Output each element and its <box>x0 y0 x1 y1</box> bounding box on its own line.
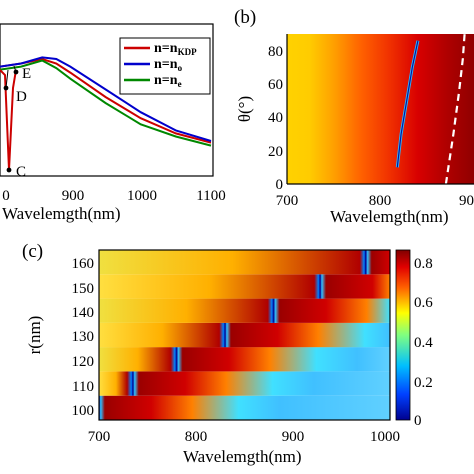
panel-b-ytick: 80 <box>268 44 283 60</box>
panel-c-colorbar-ticks: 0 0.2 0.4 0.6 0.8 <box>414 256 433 429</box>
panel-b: (b) 0 20 40 60 80 θ(°) 700 800 90 Wavele… <box>234 7 474 226</box>
legend-label: n=no <box>154 57 183 73</box>
heatmap-row-120 <box>99 347 390 372</box>
colorbar-tick: 0.2 <box>414 375 433 391</box>
heatmap-row-160 <box>99 250 390 275</box>
panel-c-xticks: 700 800 900 1000 <box>88 429 400 445</box>
point-label: D <box>16 89 27 105</box>
panel-c-xlabel: Wavelemgth(nm) <box>183 447 302 466</box>
heatmap-row-140 <box>99 298 390 323</box>
panel-c-xtick: 900 <box>282 429 305 445</box>
panel-c-axes <box>98 249 391 421</box>
panel-c-ylabel: r(nm) <box>25 316 44 355</box>
point-connector <box>5 65 17 89</box>
panel-b-yticks: 0 20 40 60 80 <box>268 44 283 193</box>
panel-a-xlabel: Wavelemgth(nm) <box>2 204 121 223</box>
panel-c-colorbar <box>395 249 411 421</box>
colorbar-tick: 0.8 <box>414 256 433 272</box>
panel-b-xtick: 90 <box>459 193 474 209</box>
panel-c-ytick: 130 <box>72 329 95 345</box>
panel-c-ytick: 120 <box>72 354 95 370</box>
heatmap-row-150 <box>99 274 390 299</box>
point-label: E <box>22 66 31 82</box>
panel-b-ytick: 40 <box>268 110 283 126</box>
series-line-1 <box>0 56 212 142</box>
panel-b-resonance-core <box>396 40 419 168</box>
colorbar-tick: 0.4 <box>414 335 433 351</box>
colorbar-tick: 0.6 <box>414 295 433 311</box>
panel-a-xtick: 1100 <box>196 188 225 204</box>
panel-c-ytick: 110 <box>72 379 94 395</box>
panel-a-xticks: 0 900 1000 1100 <box>2 188 225 204</box>
panel-c-xtick: 800 <box>185 429 208 445</box>
legend-label: n=ne <box>154 73 182 89</box>
panel-b-xlabel: Wavelemgth(nm) <box>330 207 449 226</box>
panel-c-yticks: 100 110 120 130 140 150 160 <box>72 256 95 419</box>
panel-a-legend <box>119 37 211 95</box>
panel-b-ylabel: θ(°) <box>235 96 254 122</box>
panel-c-letter: (c) <box>22 241 43 262</box>
panel-b-xticks: 700 800 90 <box>276 193 474 209</box>
panel-c: (c) 100 110 120 130 140 150 160 r(nm) 70… <box>22 241 433 466</box>
panel-c-ytick: 150 <box>72 281 95 297</box>
panel-a-series <box>0 56 212 171</box>
panel-b-ytick: 0 <box>276 177 284 193</box>
heatmap-row-110 <box>99 371 390 396</box>
panel-b-xtick: 700 <box>276 193 299 209</box>
panel-c-ytick: 100 <box>72 403 95 419</box>
series-line-2 <box>0 59 212 147</box>
panel-b-xtick: 800 <box>369 193 392 209</box>
panel-c-xtick: 700 <box>88 429 111 445</box>
heatmap-row-100 <box>99 395 390 420</box>
panel-b-ytick: 20 <box>268 144 283 160</box>
panel-c-heatmap <box>99 250 390 420</box>
panel-c-ytick: 140 <box>72 305 95 321</box>
point-marker <box>6 167 12 173</box>
panel-b-letter: (b) <box>234 7 256 28</box>
panel-a-xtick: 1000 <box>127 188 157 204</box>
panel-a-points: C DE <box>3 65 31 180</box>
point-label: C <box>16 164 26 180</box>
panel-c-xtick: 1000 <box>370 429 400 445</box>
panel-b-heatmap <box>287 34 474 184</box>
panel-c-ytick: 160 <box>72 256 95 272</box>
panel-a-xtick: 900 <box>62 188 85 204</box>
panel-a-xtick-partial: 0 <box>2 188 10 204</box>
heatmap-row-130 <box>99 322 390 348</box>
panel-b-dashed-curve <box>444 33 466 185</box>
panel-b-ytick: 60 <box>268 77 283 93</box>
colorbar-tick: 0 <box>414 413 422 429</box>
